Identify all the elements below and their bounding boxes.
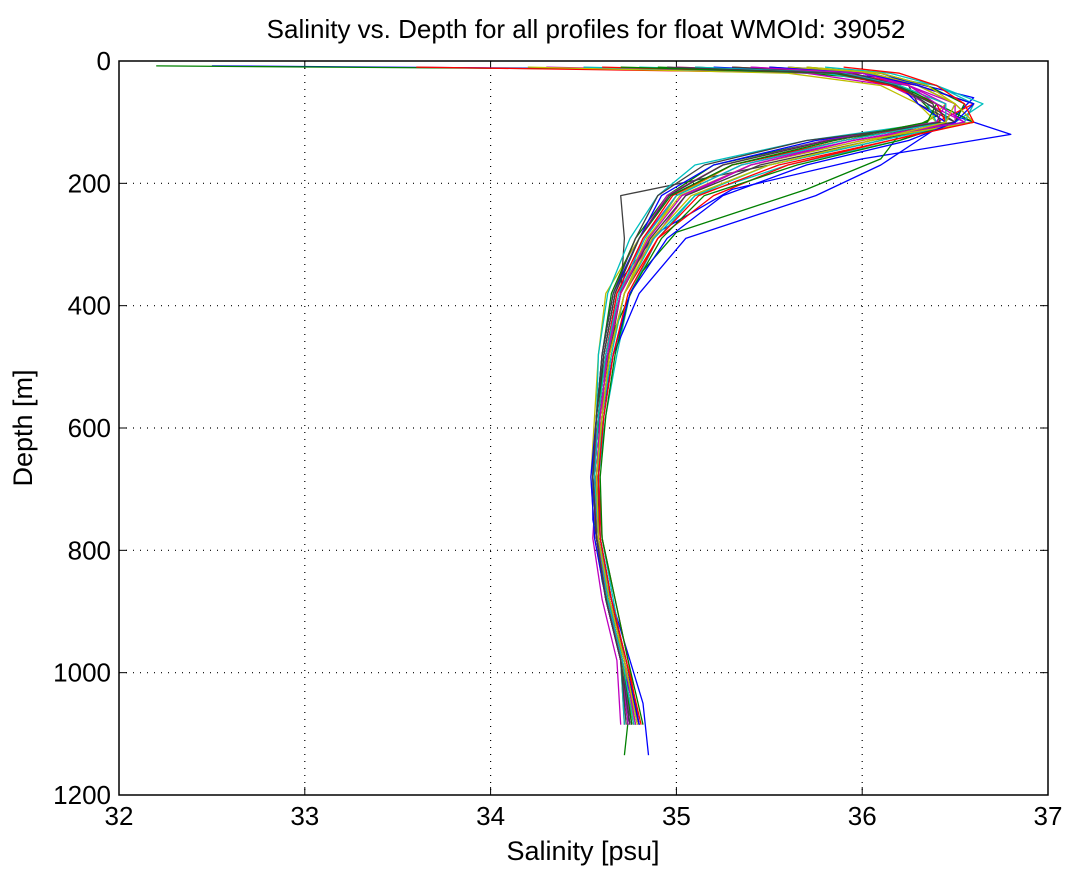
profile-line-27 bbox=[595, 66, 956, 725]
x-tick-label: 36 bbox=[848, 801, 877, 831]
series-layer bbox=[156, 65, 1012, 756]
y-tick-labels: 0 200 400 600 800 1000 1200 bbox=[53, 46, 111, 810]
y-tick-label: 600 bbox=[68, 413, 111, 443]
x-tick-label: 35 bbox=[662, 801, 691, 831]
y-tick-label: 200 bbox=[68, 168, 111, 198]
x-tick-label: 33 bbox=[290, 801, 319, 831]
profile-line-24 bbox=[597, 66, 975, 725]
y-tick-label: 800 bbox=[68, 535, 111, 565]
x-tick-labels: 32 33 34 35 36 37 bbox=[105, 801, 1063, 831]
y-tick-label: 400 bbox=[68, 291, 111, 321]
y-tick-label: 0 bbox=[97, 46, 111, 76]
y-tick-label: 1200 bbox=[53, 780, 111, 810]
plot-frame bbox=[118, 60, 1049, 796]
grid-layer bbox=[119, 61, 1048, 795]
chart-title: Salinity vs. Depth for all profiles for … bbox=[267, 14, 906, 44]
x-axis-label: Salinity [psu] bbox=[506, 836, 659, 866]
profile-line-16 bbox=[599, 66, 966, 725]
x-tick-label: 32 bbox=[105, 801, 134, 831]
y-tick-label: 1000 bbox=[53, 658, 111, 688]
x-tick-label: 34 bbox=[476, 801, 505, 831]
y-axis-label: Depth [m] bbox=[8, 369, 38, 486]
profile-line-28 bbox=[592, 66, 941, 725]
x-tick-label: 37 bbox=[1034, 801, 1063, 831]
